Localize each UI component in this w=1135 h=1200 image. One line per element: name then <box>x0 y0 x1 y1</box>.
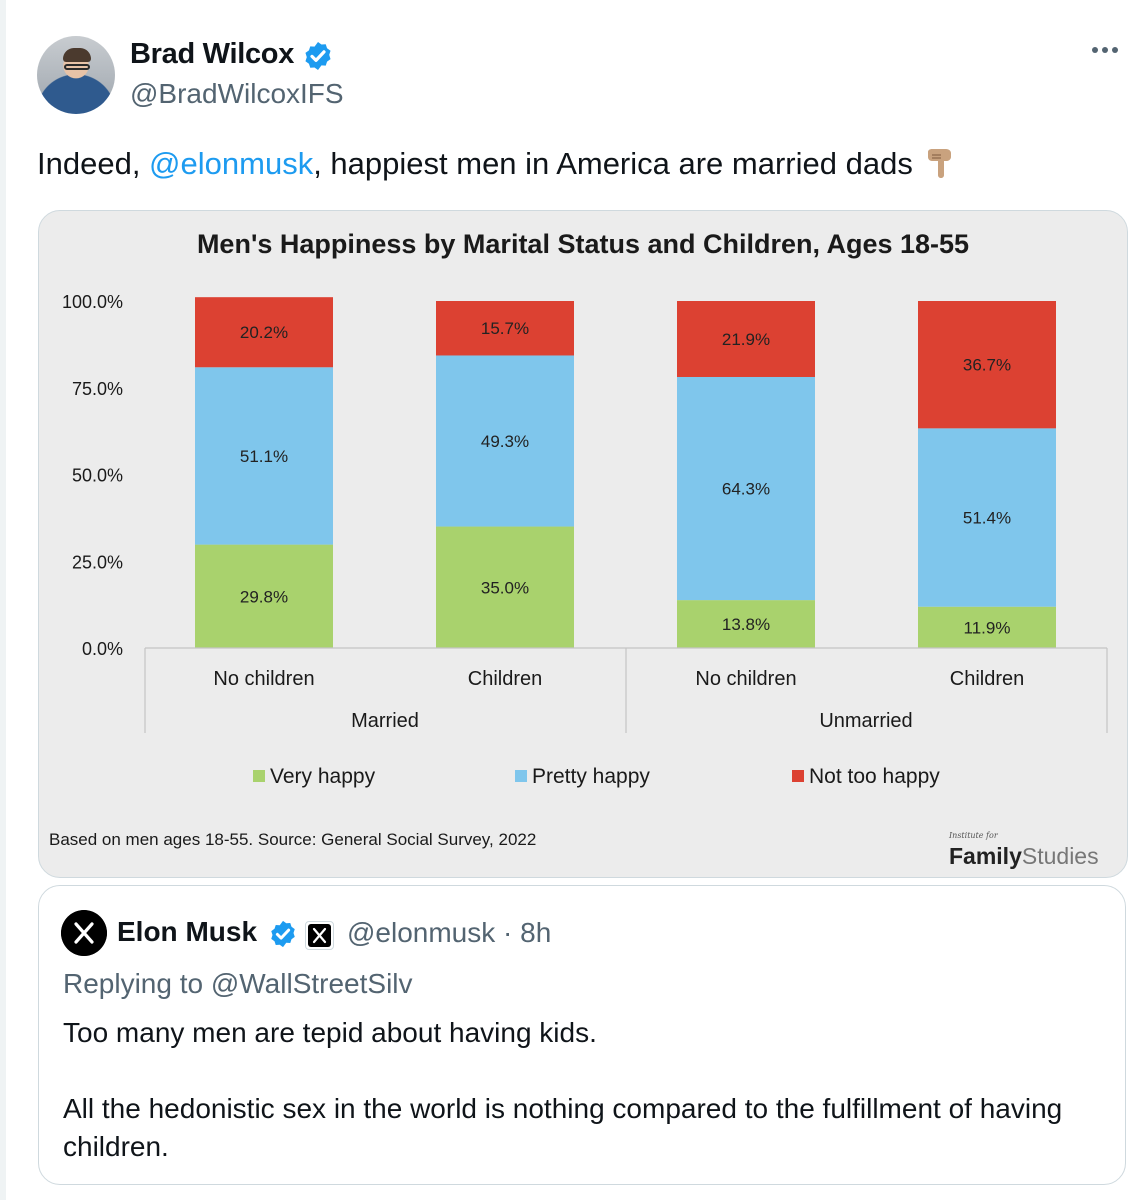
bar-segment <box>195 297 333 368</box>
legend-entry: Very happy <box>270 765 376 788</box>
bar-segment <box>918 428 1056 607</box>
legend-swatch <box>515 770 527 782</box>
group-label: Unmarried <box>819 710 912 732</box>
chart-title: Men's Happiness by Marital Status and Ch… <box>196 229 970 259</box>
mention-link[interactable]: @elonmusk <box>149 146 314 181</box>
bar-segment <box>918 606 1056 648</box>
category-label: Children <box>468 668 542 690</box>
data-label: 35.0% <box>481 578 529 597</box>
data-label: 49.3% <box>481 432 529 451</box>
pointing-down-emoji-icon <box>928 149 952 178</box>
legend-entry: Pretty happy <box>532 765 650 788</box>
tweet-text-after: , happiest men in America are married da… <box>313 146 913 181</box>
chart-footnote: Based on men ages 18-55. Source: General… <box>49 830 537 849</box>
avatar-glasses <box>64 64 90 70</box>
bar-segment <box>195 367 333 545</box>
data-label: 36.7% <box>963 356 1011 375</box>
data-label: 51.1% <box>240 447 288 466</box>
left-border <box>0 0 6 1200</box>
verified-badge-icon <box>305 42 331 70</box>
quoted-author-name[interactable]: Elon Musk <box>117 916 258 947</box>
quoted-time: · 8h <box>503 917 552 948</box>
author-avatar[interactable] <box>37 36 115 114</box>
replying-to[interactable]: Replying to @WallStreetSilv <box>63 968 413 999</box>
data-label: 64.3% <box>722 480 770 499</box>
data-label: 29.8% <box>240 587 288 606</box>
quoted-handle[interactable]: @elonmusk <box>347 917 496 948</box>
tweet-text: Indeed, @elonmusk, happiest men in Ameri… <box>37 146 957 182</box>
tweet-text-before: Indeed, <box>37 146 150 181</box>
quoted-paragraph-1: Too many men are tepid about having kids… <box>63 1017 597 1048</box>
category-label: Children <box>950 668 1024 690</box>
group-label: Married <box>351 710 419 732</box>
y-tick-label: 25.0% <box>72 552 123 572</box>
legend-swatch <box>792 770 804 782</box>
avatar-hair <box>63 48 91 62</box>
legend-entry: Not too happy <box>809 765 940 788</box>
y-tick-label: 50.0% <box>72 466 123 486</box>
quoted-paragraph-2: All the hedonistic sex in the world is n… <box>63 1093 1063 1162</box>
bar-segment <box>677 600 815 648</box>
quoted-text: Too many men are tepid about having kids… <box>63 1014 1093 1166</box>
y-tick-label: 75.0% <box>72 379 123 399</box>
y-tick-label: 100.0% <box>62 292 123 312</box>
quoted-tweet[interactable]: Elon Musk @elonmusk · 8h Replying to @Wa… <box>38 885 1126 1185</box>
y-tick-label: 0.0% <box>82 639 123 659</box>
category-label: No children <box>695 668 796 690</box>
bar-segment <box>436 301 574 356</box>
x-logo-icon <box>305 921 334 950</box>
bar-segment <box>195 544 333 648</box>
data-label: 21.9% <box>722 330 770 349</box>
stacked-bar-chart: 0.0% 25.0% 50.0% 75.0% 100.0% 29.8% 51.1% 20.2%… <box>62 292 1108 788</box>
legend-swatch <box>253 770 265 782</box>
quoted-verified-badge-icon <box>271 920 295 948</box>
category-label: No children <box>213 668 314 690</box>
bar-segment <box>436 526 574 648</box>
bar-segment <box>677 301 815 377</box>
bar-segment <box>677 376 815 601</box>
data-label: 15.7% <box>481 319 529 338</box>
bar-segment <box>918 301 1056 429</box>
author-name[interactable]: Brad Wilcox <box>130 38 295 70</box>
data-label: 20.2% <box>240 323 288 342</box>
quoted-avatar[interactable] <box>61 910 107 956</box>
quoted-handle-time: @elonmusk · 8h <box>347 917 551 949</box>
ifs-logo: Institute for FamilyStudies <box>949 831 1119 871</box>
more-options-icon[interactable] <box>1092 40 1126 60</box>
ifs-logo-small: Institute for <box>949 831 998 840</box>
data-label: 11.9% <box>964 618 1011 637</box>
bar-segment <box>436 355 574 527</box>
data-label: 13.8% <box>722 615 770 634</box>
author-handle[interactable]: @BradWilcoxIFS <box>130 78 344 109</box>
chart-image-card[interactable]: Men's Happiness by Marital Status and Ch… <box>38 210 1128 878</box>
ifs-logo-sub: Studies <box>1021 843 1099 869</box>
ifs-logo-main: Family <box>949 843 1022 869</box>
data-label: 51.4% <box>963 509 1011 528</box>
